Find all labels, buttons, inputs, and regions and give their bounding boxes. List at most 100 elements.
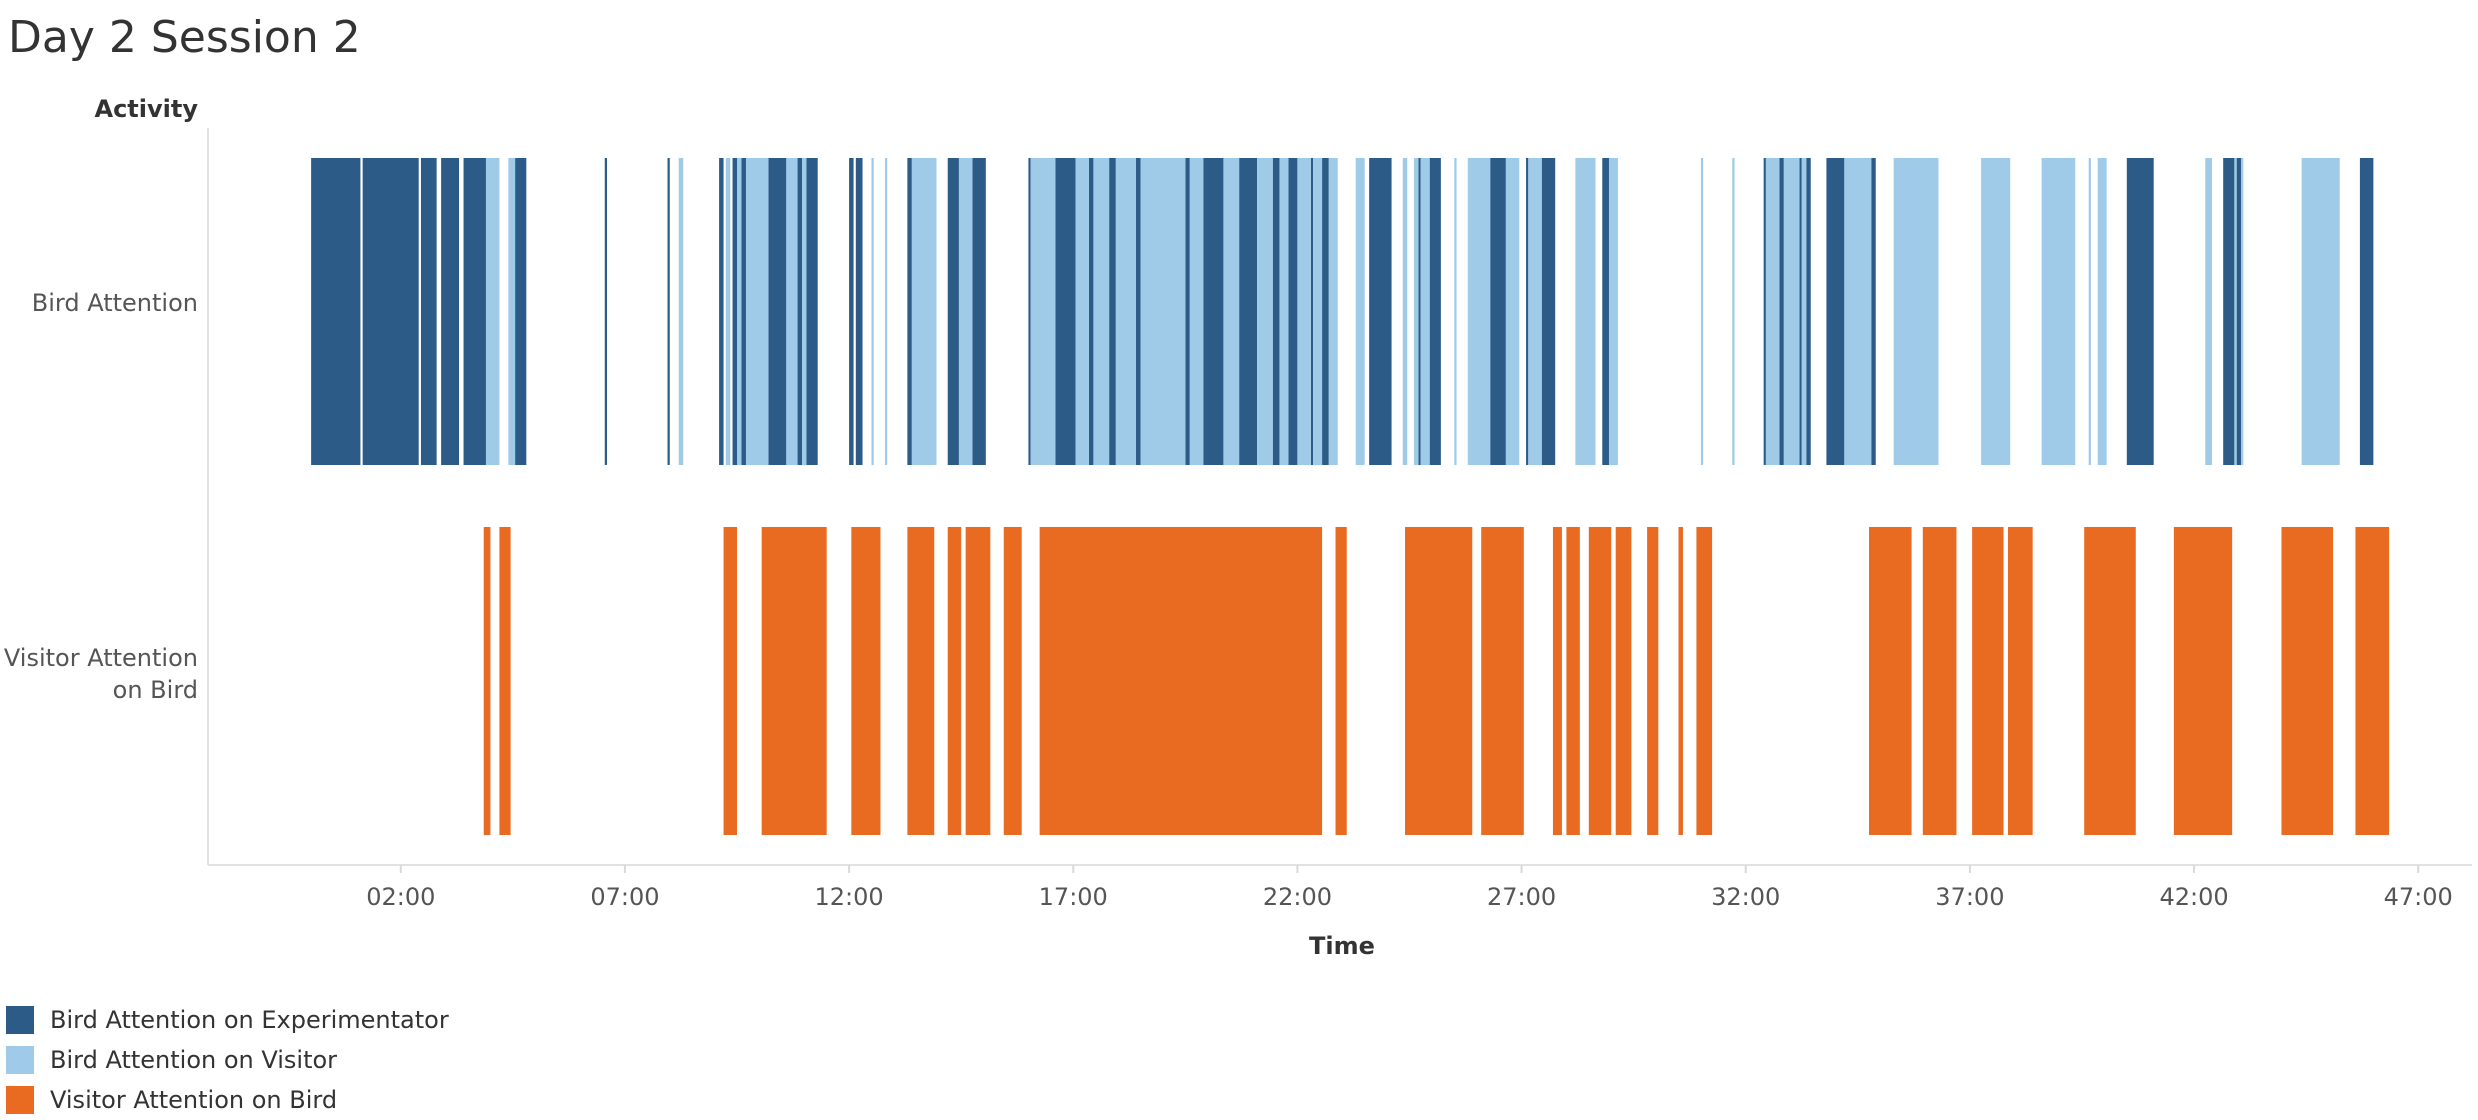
timeline-segment[interactable] bbox=[604, 158, 607, 465]
legend-item-visitor-attention[interactable]: Visitor Attention on Bird bbox=[6, 1080, 449, 1120]
timeline-segment[interactable] bbox=[485, 158, 500, 465]
timeline-segment[interactable] bbox=[1647, 527, 1659, 835]
timeline-segment[interactable] bbox=[1490, 158, 1506, 465]
timeline-segment[interactable] bbox=[1257, 158, 1273, 465]
timeline-segment[interactable] bbox=[761, 527, 827, 835]
timeline-segment[interactable] bbox=[362, 158, 419, 465]
timeline-segment[interactable] bbox=[1420, 158, 1430, 465]
timeline-segment[interactable] bbox=[732, 158, 738, 465]
timeline-segment[interactable] bbox=[907, 158, 912, 465]
timeline-segment[interactable] bbox=[1402, 158, 1408, 465]
timeline-segment[interactable] bbox=[797, 158, 803, 465]
timeline-segment[interactable] bbox=[1405, 527, 1473, 835]
timeline-segment[interactable] bbox=[678, 158, 684, 465]
timeline-segment[interactable] bbox=[1505, 158, 1520, 465]
timeline-segment[interactable] bbox=[2088, 158, 2091, 465]
timeline-segment[interactable] bbox=[719, 158, 724, 465]
timeline-segment[interactable] bbox=[1826, 158, 1845, 465]
timeline-segment[interactable] bbox=[907, 527, 935, 835]
timeline-segment[interactable] bbox=[1115, 158, 1137, 465]
timeline-segment[interactable] bbox=[2173, 527, 2233, 835]
timeline-segment[interactable] bbox=[1454, 158, 1457, 465]
timeline-segment[interactable] bbox=[2126, 158, 2154, 465]
timeline-segment[interactable] bbox=[1109, 158, 1116, 465]
timeline-segment[interactable] bbox=[2084, 527, 2136, 835]
timeline-segment[interactable] bbox=[972, 158, 986, 465]
timeline-segment[interactable] bbox=[723, 527, 738, 835]
timeline-segment[interactable] bbox=[1272, 158, 1280, 465]
timeline-segment[interactable] bbox=[508, 158, 516, 465]
timeline-segment[interactable] bbox=[851, 527, 881, 835]
timeline-segment[interactable] bbox=[2041, 158, 2076, 465]
timeline-segment[interactable] bbox=[965, 527, 991, 835]
timeline-segment[interactable] bbox=[1467, 158, 1491, 465]
timeline-segment[interactable] bbox=[786, 158, 798, 465]
timeline-segment[interactable] bbox=[2236, 158, 2242, 465]
timeline-segment[interactable] bbox=[1093, 158, 1110, 465]
timeline-segment[interactable] bbox=[1541, 158, 1556, 465]
timeline-segment[interactable] bbox=[1806, 158, 1811, 465]
timeline-segment[interactable] bbox=[725, 158, 731, 465]
timeline-segment[interactable] bbox=[1418, 158, 1421, 465]
timeline-segment[interactable] bbox=[1355, 158, 1365, 465]
timeline-segment[interactable] bbox=[1765, 158, 1780, 465]
timeline-segment[interactable] bbox=[1871, 158, 1876, 465]
timeline-segment[interactable] bbox=[1700, 158, 1704, 465]
timeline-segment[interactable] bbox=[1039, 527, 1323, 835]
timeline-segment[interactable] bbox=[1003, 527, 1022, 835]
timeline-segment[interactable] bbox=[2301, 158, 2340, 465]
timeline-segment[interactable] bbox=[1203, 158, 1224, 465]
timeline-segment[interactable] bbox=[1279, 158, 1289, 465]
timeline-segment[interactable] bbox=[741, 158, 746, 465]
timeline-segment[interactable] bbox=[737, 158, 742, 465]
timeline-segment[interactable] bbox=[1779, 158, 1784, 465]
timeline-segment[interactable] bbox=[1893, 158, 1939, 465]
timeline-segment[interactable] bbox=[1075, 158, 1089, 465]
timeline-segment[interactable] bbox=[2097, 158, 2107, 465]
timeline-segment[interactable] bbox=[667, 158, 670, 465]
timeline-segment[interactable] bbox=[1602, 158, 1609, 465]
timeline-segment[interactable] bbox=[1140, 158, 1186, 465]
timeline-segment[interactable] bbox=[1608, 158, 1618, 465]
timeline-segment[interactable] bbox=[311, 158, 361, 465]
timeline-segment[interactable] bbox=[855, 158, 863, 465]
timeline-segment[interactable] bbox=[1588, 527, 1612, 835]
timeline-segment[interactable] bbox=[1310, 158, 1314, 465]
timeline-segment[interactable] bbox=[768, 158, 787, 465]
timeline-segment[interactable] bbox=[1552, 527, 1562, 835]
timeline-segment[interactable] bbox=[1566, 527, 1580, 835]
timeline-segment[interactable] bbox=[1615, 527, 1632, 835]
timeline-segment[interactable] bbox=[1185, 158, 1190, 465]
timeline-segment[interactable] bbox=[1288, 158, 1298, 465]
timeline-segment[interactable] bbox=[499, 527, 511, 835]
timeline-segment[interactable] bbox=[1922, 527, 1957, 835]
timeline-segment[interactable] bbox=[2355, 527, 2390, 835]
timeline-segment[interactable] bbox=[1369, 158, 1392, 465]
timeline-segment[interactable] bbox=[1429, 158, 1441, 465]
timeline-segment[interactable] bbox=[2359, 158, 2374, 465]
timeline-segment[interactable] bbox=[1088, 158, 1094, 465]
timeline-segment[interactable] bbox=[1136, 158, 1141, 465]
timeline-segment[interactable] bbox=[463, 158, 486, 465]
timeline-segment[interactable] bbox=[849, 158, 854, 465]
timeline-segment[interactable] bbox=[1526, 158, 1529, 465]
timeline-segment[interactable] bbox=[2234, 158, 2237, 465]
timeline-segment[interactable] bbox=[1028, 158, 1031, 465]
timeline-segment[interactable] bbox=[1189, 158, 1204, 465]
timeline-segment[interactable] bbox=[2223, 158, 2235, 465]
timeline-segment[interactable] bbox=[1322, 158, 1329, 465]
legend-item-experimentator[interactable]: Bird Attention on Experimentator bbox=[6, 1000, 449, 1040]
timeline-segment[interactable] bbox=[1801, 158, 1807, 465]
timeline-segment[interactable] bbox=[1335, 527, 1347, 835]
timeline-segment[interactable] bbox=[1972, 527, 2004, 835]
legend-item-visitor[interactable]: Bird Attention on Visitor bbox=[6, 1040, 449, 1080]
timeline-segment[interactable] bbox=[1030, 158, 1056, 465]
timeline-segment[interactable] bbox=[441, 158, 460, 465]
timeline-segment[interactable] bbox=[958, 158, 973, 465]
timeline-segment[interactable] bbox=[515, 158, 527, 465]
timeline-segment[interactable] bbox=[2205, 158, 2212, 465]
timeline-segment[interactable] bbox=[947, 158, 959, 465]
timeline-segment[interactable] bbox=[802, 158, 807, 465]
timeline-segment[interactable] bbox=[1297, 158, 1311, 465]
timeline-segment[interactable] bbox=[806, 158, 818, 465]
